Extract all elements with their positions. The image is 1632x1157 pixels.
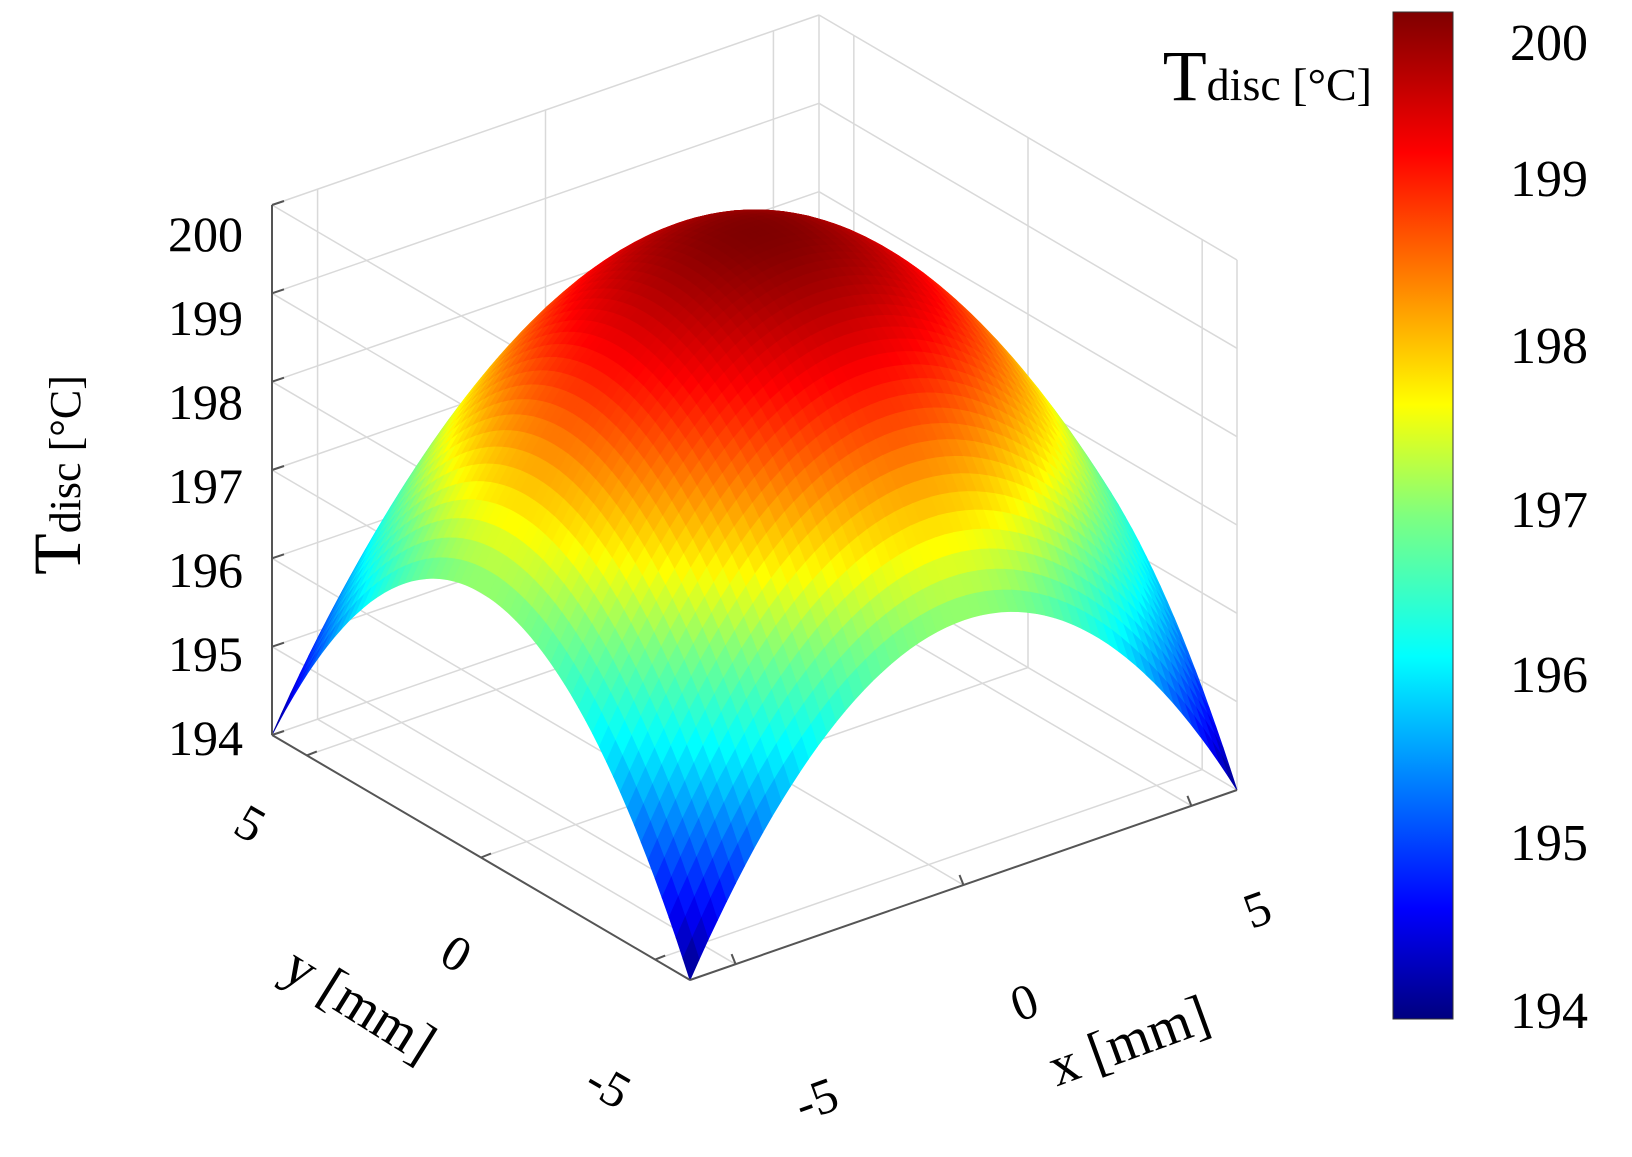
- z-tick: [271, 641, 285, 648]
- y-tick: [654, 954, 666, 961]
- z-axis-label: Tdisc [°C]: [19, 375, 95, 575]
- colorbar-tick-label: 194: [1510, 983, 1588, 1040]
- y-tick-label: 0: [432, 923, 482, 984]
- x-tick-label: 0: [1003, 971, 1046, 1032]
- z-tick: [271, 288, 285, 295]
- surface-plot: [271, 209, 1238, 982]
- colorbar-tick-label: 199: [1510, 151, 1588, 208]
- x-tick: [1186, 795, 1193, 807]
- colorbar-tick-label: 198: [1510, 318, 1588, 375]
- z-tick-label: 195: [168, 626, 243, 682]
- x-tick: [958, 874, 965, 886]
- colorbar-tick-label: 195: [1510, 815, 1588, 872]
- y-tick-label: 5: [226, 793, 276, 854]
- colorbar-label: Tdisc [°C]: [1163, 36, 1372, 116]
- y-tick-labels: 5 0 -5: [226, 793, 641, 1120]
- z-tick-label: 199: [168, 290, 243, 346]
- y-tick: [480, 852, 492, 859]
- z-tick: [271, 465, 285, 471]
- surface-patch: [682, 936, 700, 982]
- x-tick-label: -5: [787, 1066, 845, 1133]
- z-tick: [271, 376, 285, 383]
- x-tick-label: 5: [1236, 878, 1279, 939]
- z-tick-label: 200: [168, 206, 243, 262]
- x-tick-labels: -5 0 5: [787, 878, 1278, 1132]
- colorbar-tick-labels: 194 195 196 197 198 199 200: [1510, 15, 1588, 1040]
- z-tick-label: 196: [168, 542, 243, 598]
- z-tick-label: 198: [168, 374, 243, 430]
- z-tick: [271, 200, 285, 206]
- colorbar-tick-label: 196: [1510, 647, 1588, 704]
- grid-line: [654, 768, 1203, 961]
- y-tick-label: -5: [576, 1051, 640, 1120]
- colorbar-tick-label: 200: [1510, 15, 1588, 72]
- z-tick-label: 194: [168, 710, 243, 766]
- colorbar-gradient: [1392, 11, 1454, 1020]
- x-axis-label: x [mm]: [1040, 983, 1218, 1098]
- grid-line: [271, 646, 691, 893]
- colorbar-tick-label: 197: [1510, 482, 1588, 539]
- z-tick: [271, 730, 285, 736]
- x-tick: [730, 953, 737, 965]
- y-tick: [306, 750, 318, 757]
- z-tick-labels: 194 195 196 197 198 199 200: [168, 206, 243, 766]
- z-tick: [271, 553, 285, 560]
- axes-box: [271, 200, 1238, 981]
- y-axis-label: y [mm]: [273, 934, 447, 1075]
- z-tick-label: 197: [168, 458, 243, 514]
- colorbar: 194 195 196 197 198 199 200 Tdisc [°C]: [1163, 11, 1588, 1040]
